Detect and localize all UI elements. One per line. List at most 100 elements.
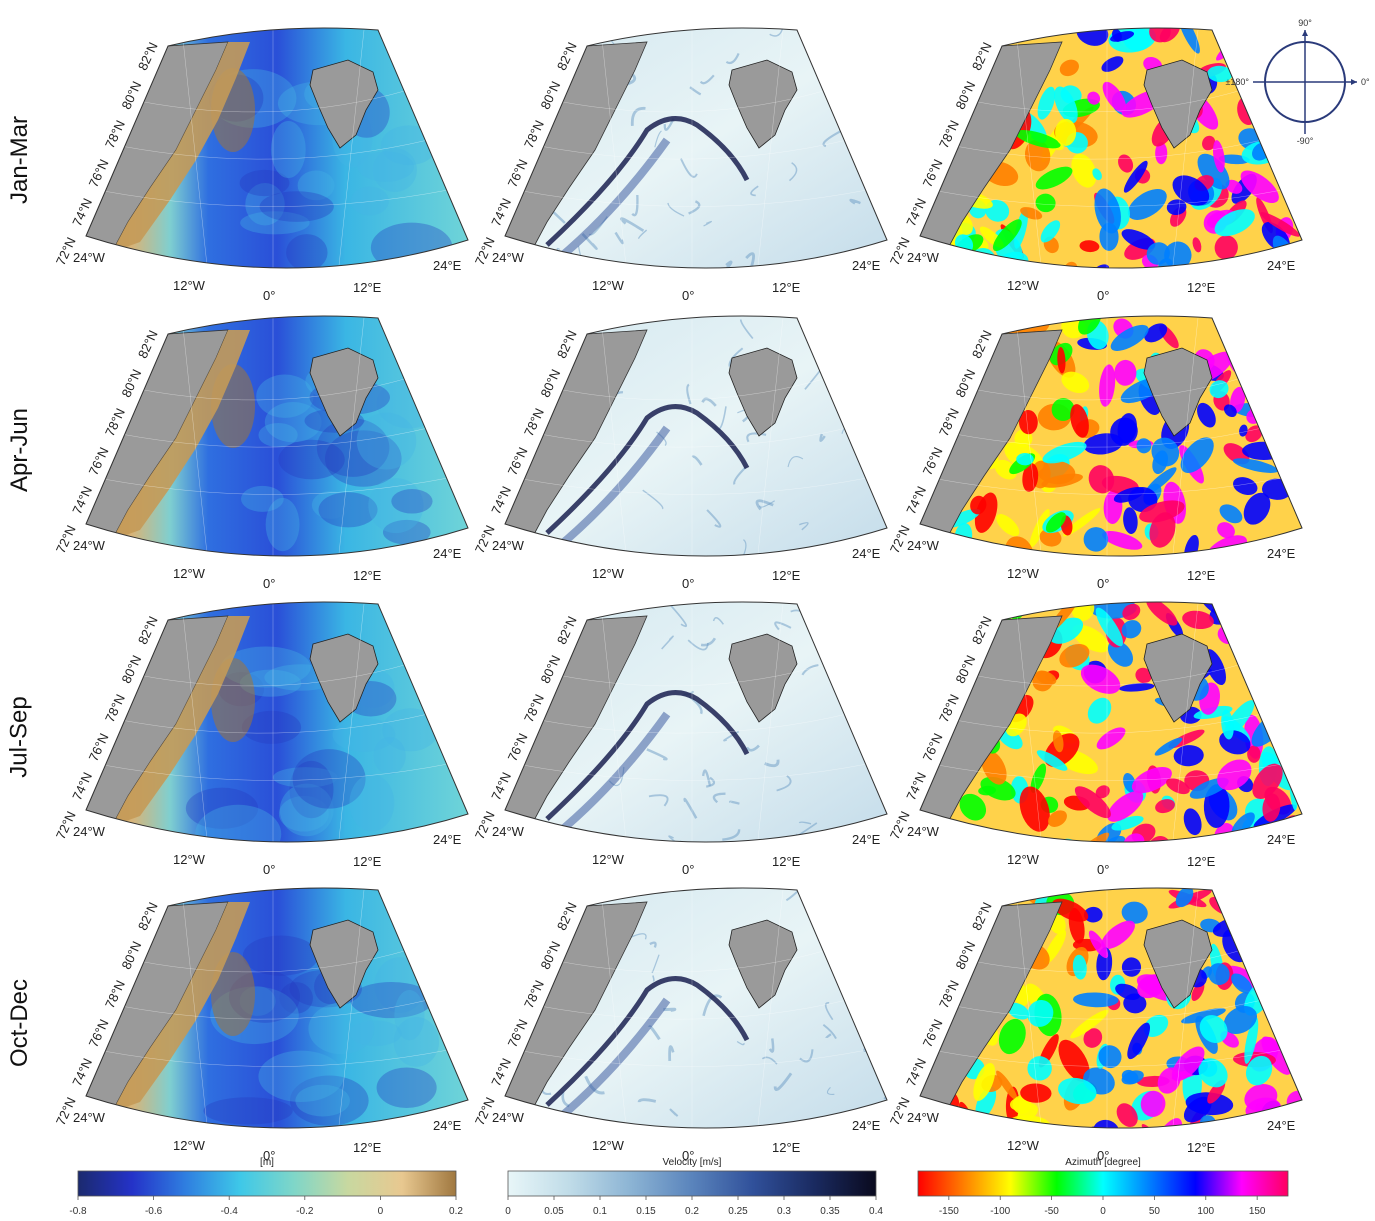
lon-label: 12°W (1007, 852, 1040, 867)
map-panel-vel-2: 72°N74°N76°N78°N80°N82°N24°W12°W0°12°E24… (472, 315, 888, 591)
map-panel-azi-1: 72°N74°N76°N78°N80°N82°N24°W12°W0°12°E24… (887, 27, 1303, 303)
lon-label: 24°W (73, 250, 106, 265)
lon-label: 24°W (492, 824, 525, 839)
lon-label: 12°E (353, 280, 382, 295)
lat-label: 78°N (521, 692, 547, 725)
lon-label: 0° (682, 576, 694, 591)
lat-label: 78°N (102, 692, 128, 725)
map-panel-vel-3: 72°N74°N76°N78°N80°N82°N24°W12°W0°12°E24… (472, 601, 888, 877)
lat-label: 78°N (936, 978, 962, 1011)
colorbar-tick: -50 (1044, 1206, 1059, 1217)
colorbar-tick: 50 (1149, 1206, 1161, 1217)
lon-label: 24°E (1267, 832, 1296, 847)
azimuth-compass: 90° -90° ±180° 0° (1225, 18, 1370, 146)
colorbar-tick: 0.35 (820, 1206, 840, 1217)
colorbar-tick: 0 (378, 1206, 384, 1217)
lon-label: 24°W (492, 1110, 525, 1125)
colorbar-tick: 0.3 (777, 1206, 791, 1217)
lat-label: 82°N (135, 614, 161, 647)
map-panel-ssh-4: 72°N74°N76°N78°N80°N82°N24°W12°W0°12°E24… (53, 887, 469, 1163)
lon-label: 12°E (1187, 568, 1216, 583)
lat-label: 82°N (969, 328, 995, 361)
colorbar-1: [m] -0.8 -0.6 -0.4 -0.2 0 0.2 (69, 1157, 463, 1217)
lat-label: 80°N (537, 653, 563, 686)
lat-label: 82°N (969, 40, 995, 73)
lat-label: 78°N (936, 692, 962, 725)
lon-label: 12°E (353, 568, 382, 583)
lat-label: 80°N (118, 79, 144, 112)
lon-label: 12°W (592, 278, 625, 293)
lon-label: 12°W (173, 566, 206, 581)
lat-label: 82°N (554, 328, 580, 361)
lon-label: 24°W (73, 1110, 106, 1125)
map-panel-ssh-3: 72°N74°N76°N78°N80°N82°N24°W12°W0°12°E24… (53, 601, 469, 877)
lon-label: 0° (1097, 576, 1109, 591)
lon-label: 24°E (1267, 546, 1296, 561)
colorbar-label: Azimuth [degree] (1065, 1157, 1141, 1168)
lat-label: 78°N (521, 978, 547, 1011)
lon-label: 24°W (73, 824, 106, 839)
colorbar-tick: -0.4 (221, 1206, 239, 1217)
lon-label: 24°E (433, 1118, 462, 1133)
lon-label: 12°E (1187, 280, 1216, 295)
lat-label: 80°N (537, 939, 563, 972)
lat-label: 80°N (118, 939, 144, 972)
lon-label: 12°E (772, 854, 801, 869)
lon-label: 0° (682, 288, 694, 303)
map-panel-vel-1: 72°N74°N76°N78°N80°N82°N24°W12°W0°12°E24… (472, 27, 888, 303)
lon-label: 24°E (1267, 1118, 1296, 1133)
lon-label: 0° (1097, 288, 1109, 303)
lat-label: 80°N (118, 653, 144, 686)
lon-label: 24°W (907, 250, 940, 265)
lat-label: 82°N (554, 40, 580, 73)
lon-label: 12°W (592, 566, 625, 581)
colorbar-tick: 0.25 (728, 1206, 748, 1217)
lat-label: 80°N (952, 79, 978, 112)
map-panel-ssh-1: 72°N74°N76°N78°N80°N82°N24°W12°W0°12°E24… (53, 27, 469, 303)
colorbar-label: Velocity [m/s] (663, 1157, 722, 1168)
lat-label: 78°N (936, 118, 962, 151)
compass-label-right: 0° (1361, 77, 1370, 87)
colorbar-tick: 100 (1197, 1206, 1214, 1217)
colorbar-2: Velocity [m/s] 0 0.05 0.1 0.15 0.2 0.25 0.3 0.35… (505, 1157, 883, 1217)
lon-label: 0° (682, 1148, 694, 1163)
lat-label: 80°N (952, 367, 978, 400)
map-panel-ssh-2: 72°N74°N76°N78°N80°N82°N24°W12°W0°12°E24… (53, 315, 469, 591)
colorbar-tick: 0.4 (869, 1206, 883, 1217)
colorbar-tick: -0.6 (145, 1206, 163, 1217)
lat-label: 82°N (969, 900, 995, 933)
lat-label: 80°N (952, 653, 978, 686)
lon-label: 12°E (772, 1140, 801, 1155)
lon-label: 12°W (1007, 566, 1040, 581)
lon-label: 0° (263, 862, 275, 877)
lat-label: 80°N (952, 939, 978, 972)
lon-label: 24°E (852, 832, 881, 847)
lon-label: 24°E (852, 546, 881, 561)
colorbar-tick: 0.05 (544, 1206, 564, 1217)
lon-label: 24°W (73, 538, 106, 553)
lat-label: 78°N (102, 406, 128, 439)
colorbar-tick: 150 (1249, 1206, 1266, 1217)
map-panel-vel-4: 72°N74°N76°N78°N80°N82°N24°W12°W0°12°E24… (472, 887, 888, 1163)
lat-label: 82°N (969, 614, 995, 647)
colorbar-tick: 0 (1100, 1206, 1106, 1217)
colorbar-tick: -150 (939, 1206, 959, 1217)
colorbar-tick: 0.2 (685, 1206, 699, 1217)
compass-label-left: ±180° (1225, 77, 1249, 87)
lon-label: 12°E (1187, 1140, 1216, 1155)
map-panel-azi-2: 72°N74°N76°N78°N80°N82°N24°W12°W0°12°E24… (887, 315, 1303, 591)
lat-label: 78°N (102, 978, 128, 1011)
lon-label: 24°W (907, 538, 940, 553)
lat-label: 80°N (118, 367, 144, 400)
lat-label: 82°N (135, 328, 161, 361)
lon-label: 12°E (772, 280, 801, 295)
lon-label: 0° (263, 288, 275, 303)
lon-label: 24°W (907, 824, 940, 839)
compass-label-top: 90° (1298, 18, 1312, 28)
colorbar-tick: -0.8 (69, 1206, 87, 1217)
lon-label: 0° (682, 862, 694, 877)
colorbar-tick: -100 (990, 1206, 1010, 1217)
lon-label: 12°E (353, 1140, 382, 1155)
lon-label: 12°W (173, 1138, 206, 1153)
